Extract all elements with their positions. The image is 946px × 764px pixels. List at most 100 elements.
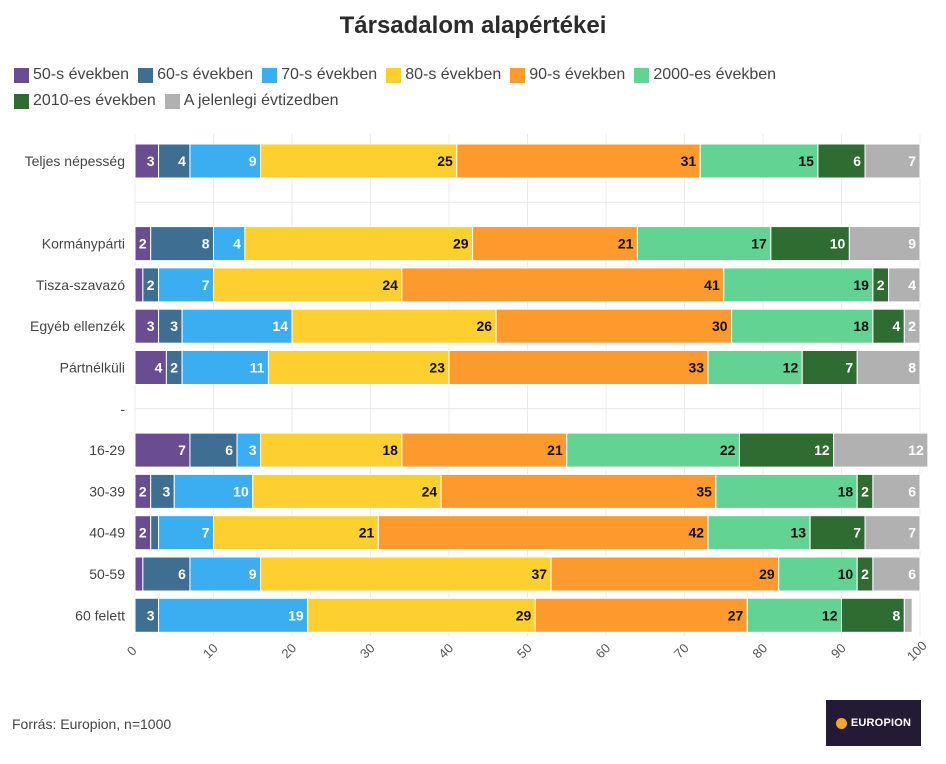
data-label: 3 [147,153,155,169]
x-tick-label: 60 [592,640,613,661]
bar-segment-50-s-vekben [134,350,167,385]
bar-segment-2000-es-vekben [715,473,858,509]
europion-logo: EUROPION [826,700,921,746]
data-label: 6 [908,483,916,499]
data-label: 2 [147,277,155,293]
bar-row-40-49: 2 7 21 42 13 7 7 [134,515,921,551]
data-label: 7 [178,442,186,458]
x-tick-label: 10 [200,640,221,661]
bar-segment-80-s-vekben [307,597,536,633]
data-label: 12 [908,442,924,458]
bar-segment-60-s-vekben [150,226,214,262]
data-label: 31 [681,153,697,169]
data-label: 42 [688,525,704,541]
bar-segment-a-jelenlegi-vtizedben [864,515,921,551]
bar-row-korm-nyp-rti: 2 8 4 29 21 17 10 9 [134,226,921,262]
data-label: 9 [908,236,916,252]
bar-segment-70-s-vekben [158,267,215,303]
data-label: 13 [791,525,807,541]
legend-swatch [138,67,154,83]
data-label: 10 [838,566,854,582]
data-label: 6 [908,566,916,582]
data-label: 9 [249,153,257,169]
bar-segment-2000-es-vekben [778,556,858,592]
x-tick-label: 20 [278,640,299,661]
data-label: 12 [783,360,799,376]
data-label: 19 [288,607,304,623]
bar-segment-80-s-vekben [267,350,450,385]
data-label: 23 [429,360,445,376]
bar-segment-80-s-vekben [252,473,442,509]
bar-segment-2000-es-vekben [566,432,740,468]
data-label: 3 [147,607,155,623]
bar-segment-60-s-vekben [189,432,238,468]
data-label: 21 [359,525,375,541]
data-label: 12 [814,442,830,458]
x-tick-label: 70 [671,640,692,661]
bar-row-16-29: 7 6 3 18 21 22 12 12 [134,432,929,468]
data-label: 7 [202,277,210,293]
legend-swatch [164,93,180,109]
data-label: 21 [618,236,634,252]
data-label: 3 [249,442,257,458]
legend-label: 2000-es években [653,66,777,83]
category-label-korm-nyp-rti: Kormánypárti [42,236,125,252]
bar-segment-2000-es-vekben [699,143,819,179]
data-label: 29 [516,607,532,623]
bar-segment-2010-es-vekben [809,515,866,551]
legend-swatch [262,67,278,83]
bar-row-tisza-szavaz: 2 7 24 41 19 2 4 [134,267,921,303]
bar-segment-a-jelenlegi-vtizedben [833,432,929,468]
bar-segment-2010-es-vekben [817,143,866,179]
x-tick-label: 50 [514,640,535,661]
data-label: 4 [893,318,901,334]
data-label: 27 [728,607,744,623]
category-label-tisza-szavaz: Tisza-szavazó [36,277,125,293]
chart-title: Társadalom alapértékei [339,12,607,39]
legend-item-6: 2000-es években [634,64,776,86]
bar-segment-a-jelenlegi-vtizedben [903,308,921,344]
legend-item-4: 80-s években [386,64,501,86]
bar-segment-2000-es-vekben [731,308,874,344]
legend-item-7: 2010-es években [14,90,156,112]
data-label: 7 [202,525,210,541]
data-label: 2 [877,277,885,293]
bar-segment-a-jelenlegi-vtizedben [872,556,921,592]
data-label: 25 [437,153,453,169]
data-label: 10 [233,483,249,499]
stacked-bar-chart: Teljes népesség 3 4 9 25 31 15 6 7 Kormánypárti 2 8… [25,134,930,664]
data-label: 7 [845,360,853,376]
bar-segment-2010-es-vekben [801,350,858,385]
data-label: 6 [225,442,233,458]
legend-label: 50-s években [33,66,130,83]
data-label: 4 [233,236,241,252]
bar-segment-90-s-vekben [456,143,701,179]
bar-segment-70-s-vekben [158,597,309,633]
legend-swatch [510,67,526,83]
bar-segment-70-s-vekben [189,143,262,179]
bar-segment-a-jelenlegi-vtizedben [864,143,921,179]
legend-item-1: 50-s években [14,64,129,86]
bar-segment-2010-es-vekben [872,308,905,344]
bar-row-60-felett: 3 19 29 27 12 8 [134,597,913,633]
bar-segment-80-s-vekben [260,556,552,592]
category-label-50-59: 50-59 [89,566,125,582]
data-label: 18 [853,318,869,334]
data-label: 3 [147,318,155,334]
bar-segment-2010-es-vekben [770,226,850,262]
bar-segment-90-s-vekben [550,556,780,592]
logo-text: EUROPION [850,717,912,729]
data-label: 3 [162,483,170,499]
legend-swatch [14,67,29,83]
bar-row-egy-b-ellenz-k: 3 3 14 26 30 18 4 2 [134,308,921,344]
data-label: 3 [170,318,178,334]
legend-swatch [14,93,29,109]
bar-segment-a-jelenlegi-vtizedben [848,226,921,262]
data-label: 8 [893,607,901,623]
legend-swatch [386,67,402,83]
x-tick-label: 90 [828,640,849,661]
data-label: 41 [704,277,720,293]
data-label: 14 [272,318,288,334]
bar-segment-2010-es-vekben [841,597,905,633]
data-label: 8 [202,236,210,252]
